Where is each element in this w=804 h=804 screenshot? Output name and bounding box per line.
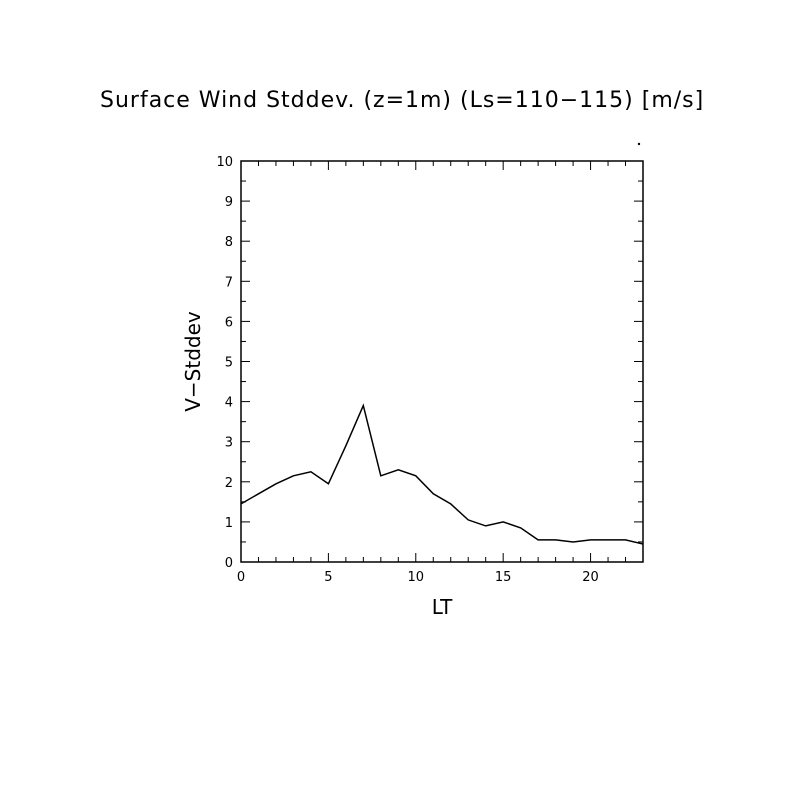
y-tick-label: 1: [225, 516, 233, 531]
plot-frame: [240, 160, 644, 563]
y-tick-label: 4: [225, 396, 233, 411]
y-tick-label: 9: [225, 195, 233, 210]
y-tick-label: 8: [225, 235, 233, 250]
y-tick-label: 0: [225, 556, 233, 571]
series-line: [240, 403, 644, 545]
y-tick-label: 3: [225, 436, 233, 451]
y-tick-label: 2: [225, 476, 233, 491]
tick-labels: 0 5 10 15 20 0 1 2 3 4 5 6 7 8 9 10: [216, 155, 598, 585]
x-tick-label: 5: [324, 570, 332, 585]
x-axis-label: LT: [432, 595, 453, 619]
x-tick-label: 10: [408, 570, 425, 585]
x-tick-label: 0: [237, 570, 245, 585]
y-tick-label: 6: [225, 315, 233, 330]
corner-dot: [637, 142, 641, 146]
chart-title: Surface Wind Stddev. (z=1m) (Ls=110−115)…: [100, 88, 705, 113]
tick-marks: [240, 160, 644, 563]
y-tick-label: 10: [216, 155, 233, 170]
x-tick-label: 15: [495, 570, 512, 585]
y-tick-label: 5: [225, 356, 233, 371]
y-tick-label: 7: [225, 275, 233, 290]
x-tick-label: 20: [582, 570, 599, 585]
y-axis-label: V−Stddev: [181, 311, 205, 412]
